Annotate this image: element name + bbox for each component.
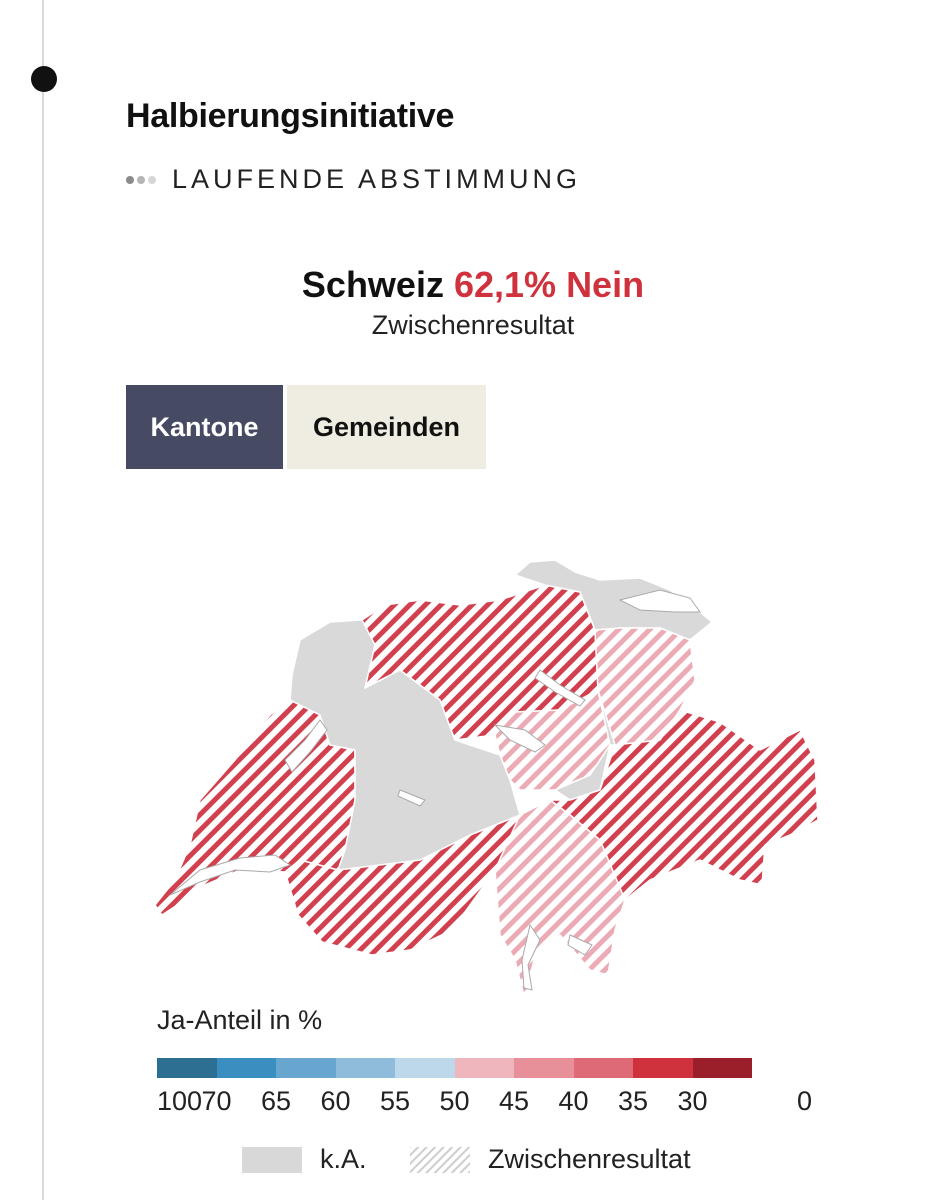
color-scale <box>157 1058 752 1078</box>
loading-dots-icon <box>126 175 156 184</box>
lake-zurich <box>534 669 586 707</box>
scale-swatch <box>454 1058 514 1078</box>
national-result: Schweiz 62,1% Nein <box>0 264 946 306</box>
scale-swatch <box>692 1058 752 1078</box>
scale-labels: 100 70 65 60 55 50 45 40 35 30 0 <box>157 1086 817 1118</box>
lake-lucerne <box>493 724 546 753</box>
scale-tick-label: 70 <box>201 1086 232 1116</box>
scale-tick-label: 65 <box>260 1086 292 1116</box>
legend-no-data: k.A. <box>242 1144 367 1175</box>
scale-tick-label: 50 <box>439 1086 470 1116</box>
legend-title: Ja-Anteil in % <box>157 1005 323 1035</box>
scale-tick-label: 60 <box>320 1086 351 1116</box>
scale-swatch <box>633 1058 693 1078</box>
status-text: LAUFENDE ABSTIMMUNG <box>172 164 582 194</box>
scale-swatch <box>395 1058 455 1078</box>
scale-tick-label: 30 <box>677 1086 708 1116</box>
lake-maggiore <box>521 923 541 991</box>
scale-tick-label: 45 <box>498 1086 530 1116</box>
result-note: Zwischenresultat <box>371 310 575 340</box>
no-data-swatch <box>242 1146 302 1173</box>
scale-swatch <box>514 1058 574 1078</box>
scale-swatch <box>216 1058 276 1078</box>
lake-lugano <box>567 934 593 956</box>
lake-neuchatel <box>284 719 328 773</box>
tab-kantone[interactable]: Kantone <box>126 385 283 469</box>
scale-swatch <box>573 1058 633 1078</box>
result-value: 62,1% Nein <box>453 264 645 305</box>
hatch-swatch <box>410 1146 470 1173</box>
switzerland-map[interactable] <box>140 540 830 1010</box>
scale-tick-label: 35 <box>617 1086 649 1116</box>
scale-swatch <box>335 1058 395 1078</box>
legend-interim: Zwischenresultat <box>410 1144 691 1175</box>
no-data-label: k.A. <box>320 1144 367 1174</box>
vote-status: LAUFENDE ABSTIMMUNG <box>126 164 581 195</box>
region-graubuenden[interactable] <box>549 709 819 901</box>
lake-constance <box>618 589 701 613</box>
scale-swatch <box>276 1058 336 1078</box>
tab-gemeinden[interactable]: Gemeinden <box>287 385 486 469</box>
result-region: Schweiz <box>301 264 444 305</box>
scale-tick-label: 100 <box>157 1086 203 1116</box>
timeline-line <box>42 0 44 1200</box>
region-northeast[interactable] <box>514 559 713 641</box>
scale-swatch <box>157 1058 217 1078</box>
scale-tick-label: 0 <box>796 1086 812 1116</box>
view-tabs: Kantone Gemeinden <box>126 385 486 469</box>
lake-geneva <box>169 854 292 896</box>
interim-label: Zwischenresultat <box>488 1144 691 1174</box>
timeline-dot <box>31 66 57 92</box>
scale-tick-label: 40 <box>558 1086 589 1116</box>
lake-thun <box>397 789 426 807</box>
scale-tick-label: 55 <box>379 1086 411 1116</box>
page-title: Halbierungsinitiative <box>126 97 455 135</box>
